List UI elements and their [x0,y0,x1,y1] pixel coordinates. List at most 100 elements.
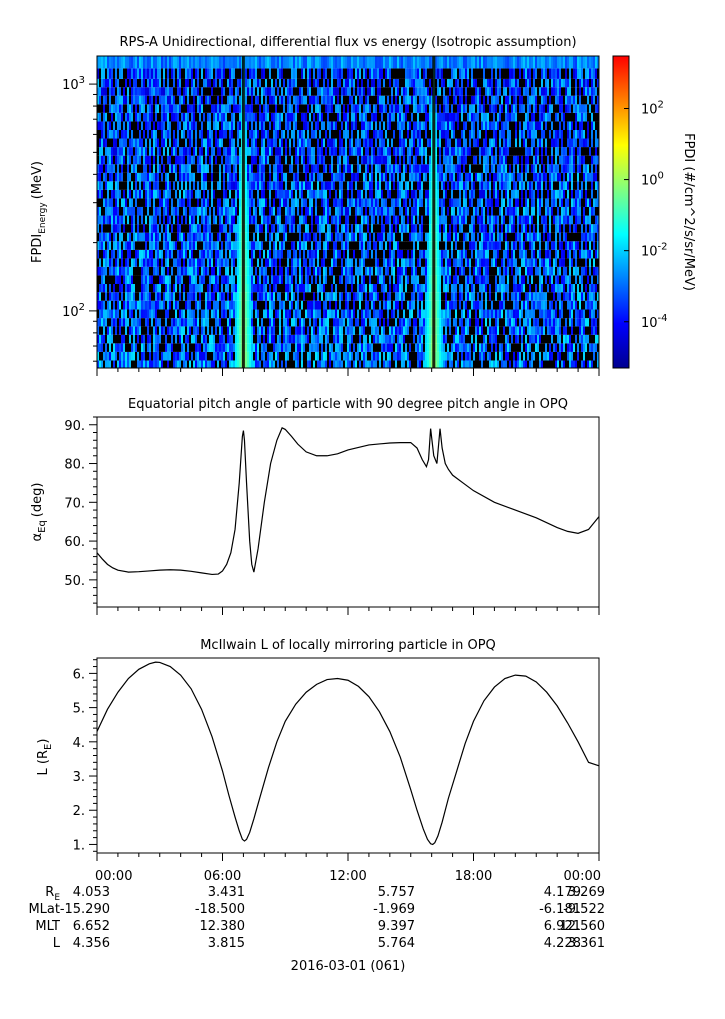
spectrogram-cell [235,360,238,368]
spectrogram-cell [463,360,466,368]
spectrogram-cell [231,343,234,352]
spectrogram-cell [547,258,550,267]
spectrogram-cell [229,326,232,335]
spectrogram-cell [335,258,338,267]
spectrogram-cell [489,224,492,233]
spectrogram-cell [297,360,300,368]
spectrogram-cell [403,249,406,259]
spectrogram-cell [151,224,154,233]
spectrogram-cell [427,224,430,233]
spectrogram-cell [189,360,192,368]
spectrogram-cell [589,249,592,259]
spectrogram-cell [307,258,310,267]
spectrogram-cell [311,241,314,250]
spectrogram-cell [127,300,130,310]
spectrogram-cell [189,215,192,225]
spectrogram-cell [383,300,386,310]
spectrogram-cell [427,351,430,361]
spectrogram-cell [163,343,166,352]
spectrogram-cell [257,334,260,344]
spectrogram-cell [231,360,234,368]
spectrogram-cell [231,249,234,259]
spectrogram-cell [469,198,472,207]
spectrogram-cell [363,198,366,207]
spectrogram-cell [453,326,456,335]
spectrogram-cell [275,258,278,267]
spectrogram-cell [363,292,366,301]
spectrogram-cell [111,198,114,207]
spectrogram-cell [497,284,500,293]
spectrogram-cell [399,206,402,216]
spectrogram-cell [225,326,228,335]
spectrogram-cell [493,275,496,285]
spectrogram-cell [207,351,210,361]
spectrogram-cell [141,284,144,293]
spectrogram-cell [231,284,234,293]
spectrogram-cell [505,206,508,216]
spectrogram-cell [417,206,420,216]
spectrogram-cell [585,224,588,233]
spectrogram-cell [263,292,266,301]
spectrogram-cell [197,258,200,267]
spectrogram-cell [477,284,480,293]
spectrogram-cell [303,224,306,233]
spectrogram-cell [207,249,210,259]
spectrogram-cell [353,334,356,344]
spectrogram-cell [545,198,548,207]
spectrogram-cell [297,309,300,319]
spectrogram-cell [155,241,158,250]
spectrogram-cell [575,258,578,267]
spectrogram-cell [423,258,426,267]
spectrogram-cell [307,206,310,216]
spectrogram-cell [439,258,442,267]
spectrogram-cell [197,309,200,319]
spectrogram-cell [283,326,286,335]
spectrogram-cell [479,300,482,310]
spectrogram-cell [137,326,140,335]
spectrogram-cell [563,224,566,233]
spectrogram-cell [505,258,508,267]
spectrogram-cell [405,300,408,310]
spectrogram-cell [477,318,480,327]
spectrogram-cell [147,300,150,310]
spectrogram-cell [221,232,224,242]
spectrogram-cell [463,258,466,267]
spectrogram-cell [467,326,470,335]
spectrogram-cell [541,309,544,319]
spectrogram-cell [339,326,342,335]
spectrogram-cell [331,300,334,310]
spectrogram-cell [491,309,494,319]
spectrogram-cell [303,198,306,207]
spectrogram-cell [103,198,106,207]
spectrogram-cell [587,224,590,233]
spectrogram-cell [197,266,200,276]
spectrogram-cell [403,266,406,276]
spectrogram-cell [355,309,358,319]
spectrogram-cell [521,284,524,293]
spectrogram-cell [537,198,540,207]
spectrogram-cell [107,258,110,267]
spectrogram-cell [255,309,258,319]
spectrogram-cell [505,249,508,259]
spectrogram-cell [271,224,274,233]
spectrogram-cell [189,266,192,276]
spectrogram-cell [149,292,152,301]
spectrogram-cell [577,284,580,293]
spectrogram-cell [425,258,428,267]
spectrogram-cell [199,275,202,285]
spectrogram-cell [277,284,280,293]
spectrogram-cell [555,275,558,285]
spectrogram-cell [475,206,478,216]
spectrogram-cell [191,241,194,250]
spectrogram-cell [237,309,240,319]
spectrogram-cell [511,275,514,285]
spectrogram-cell [109,334,112,344]
spectrogram-cell [397,275,400,285]
spectrogram-cell [587,215,590,225]
spectrogram-cell [547,318,550,327]
spectrogram-cell [509,334,512,344]
spectrogram-cell [363,360,366,368]
spectrogram-cell [497,351,500,361]
spectrogram-cell [557,232,560,242]
spectrogram-cell [449,360,452,368]
